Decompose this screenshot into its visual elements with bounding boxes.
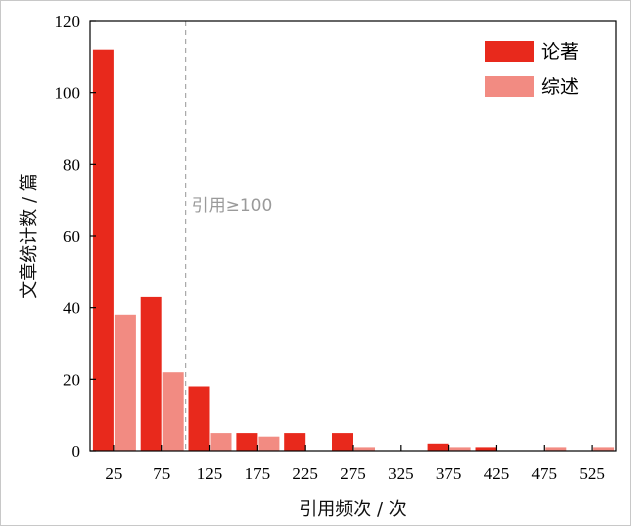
legend-label-lunzhu: 论著 [541,41,579,63]
x-tick-label-125: 125 [197,464,223,483]
legend-swatch-zongshu [485,76,534,97]
x-tick-label-375: 375 [436,464,462,483]
x-tick-label-175: 175 [245,464,271,483]
legend-label-zongshu: 综述 [541,76,579,98]
y-axis-title: 文章统计数 / 篇 [19,173,40,299]
y-tick-label-100: 100 [55,84,81,103]
ticks-layer: 0 20 40 60 80 100 120 25 75 125 175 225 275 325 375 425… [55,12,605,483]
bar-lunzhu-375 [427,443,449,451]
bar-lunzhu-25 [92,49,114,451]
x-tick-label-75: 75 [153,464,170,483]
bars-layer [92,49,615,451]
bar-zongshu-525 [593,447,615,451]
x-tick-label-225: 225 [292,464,318,483]
y-tick-label-20: 20 [63,370,80,389]
legend: 论著 综述 [485,41,579,98]
y-tick-label-0: 0 [72,442,81,461]
bar-zongshu-475 [545,447,567,451]
x-tick-label-325: 325 [388,464,414,483]
bar-lunzhu-175 [236,433,258,451]
bar-zongshu-75 [162,372,184,451]
x-tick-label-475: 475 [532,464,558,483]
y-tick-label-120: 120 [55,12,81,31]
y-tick-label-80: 80 [63,155,80,174]
x-tick-label-275: 275 [340,464,366,483]
bar-zongshu-125 [210,433,232,451]
reference-line-label: 引用≥100 [192,196,273,216]
y-tick-label-40: 40 [63,299,80,318]
bar-zongshu-275 [354,447,375,451]
bar-zongshu-175 [258,436,280,451]
legend-swatch-lunzhu [485,41,534,62]
x-tick-label-525: 525 [579,464,605,483]
bar-lunzhu-275 [332,433,353,451]
x-tick-label-25: 25 [105,464,122,483]
bar-zongshu-375 [449,447,471,451]
bar-lunzhu-75 [140,296,162,451]
bar-lunzhu-225 [284,433,306,451]
bar-zongshu-25 [114,314,136,451]
y-tick-label-60: 60 [63,227,80,246]
bar-lunzhu-425 [475,447,497,451]
x-axis-title: 引用频次 / 次 [299,499,407,520]
x-tick-label-425: 425 [484,464,510,483]
bar-lunzhu-125 [188,386,210,451]
